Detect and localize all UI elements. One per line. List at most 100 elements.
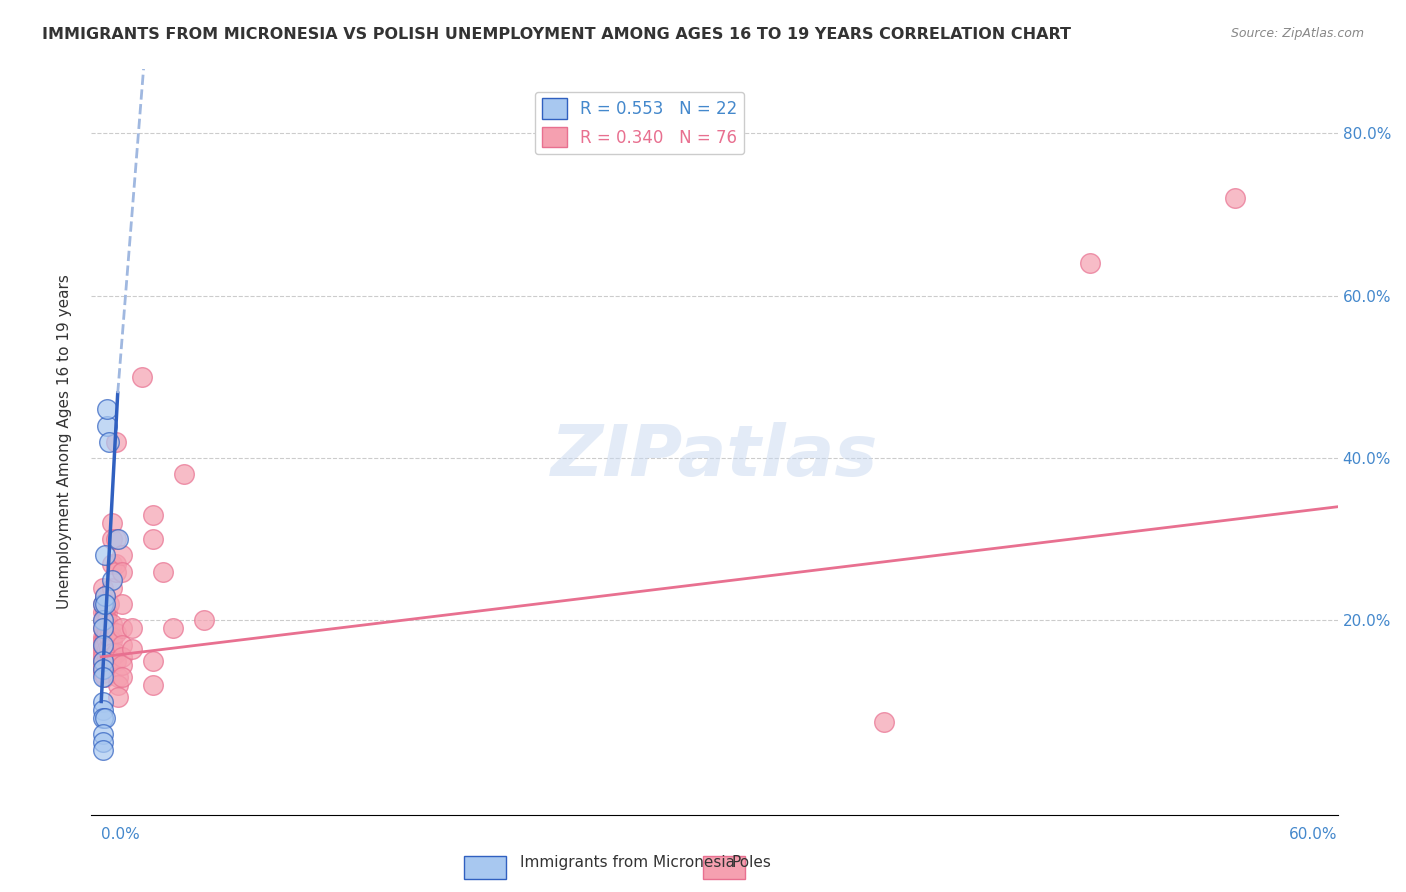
- Point: [98, 434, 121, 449]
- Point: [98, 597, 121, 611]
- Point: [91, 743, 114, 757]
- Point: [96, 605, 118, 619]
- Point: [104, 557, 127, 571]
- Point: [107, 532, 129, 546]
- Point: [100, 633, 122, 648]
- Legend: R = 0.553   N = 22, R = 0.340   N = 76: R = 0.553 N = 22, R = 0.340 N = 76: [536, 92, 744, 154]
- Point: [96, 622, 118, 636]
- Text: ZIPatlas: ZIPatlas: [551, 422, 877, 491]
- Point: [91, 646, 114, 660]
- Point: [104, 654, 127, 668]
- Point: [91, 581, 114, 595]
- Point: [91, 638, 114, 652]
- Point: [91, 597, 114, 611]
- Point: [142, 532, 165, 546]
- Point: [104, 532, 127, 546]
- Point: [98, 630, 121, 644]
- Text: IMMIGRANTS FROM MICRONESIA VS POLISH UNEMPLOYMENT AMONG AGES 16 TO 19 YEARS CORR: IMMIGRANTS FROM MICRONESIA VS POLISH UNE…: [42, 27, 1071, 42]
- Point: [107, 678, 129, 692]
- Text: Source: ZipAtlas.com: Source: ZipAtlas.com: [1230, 27, 1364, 40]
- Point: [91, 630, 114, 644]
- Point: [94, 670, 117, 684]
- Point: [111, 565, 134, 579]
- Point: [96, 641, 118, 656]
- Point: [121, 641, 143, 656]
- Point: [100, 649, 122, 664]
- Point: [91, 735, 114, 749]
- Point: [96, 649, 118, 664]
- Point: [91, 613, 114, 627]
- Point: [111, 670, 134, 684]
- Point: [94, 630, 117, 644]
- Point: [91, 613, 114, 627]
- Point: [142, 654, 165, 668]
- Point: [91, 694, 114, 708]
- Point: [96, 418, 118, 433]
- Point: [173, 467, 195, 482]
- Point: [94, 625, 117, 640]
- Point: [100, 532, 122, 546]
- Point: [111, 638, 134, 652]
- Point: [91, 641, 114, 656]
- Text: Poles: Poles: [731, 855, 770, 870]
- Point: [94, 711, 117, 725]
- Point: [98, 622, 121, 636]
- Point: [91, 658, 114, 673]
- Point: [1223, 191, 1246, 205]
- Point: [100, 630, 122, 644]
- Point: [131, 370, 153, 384]
- Point: [111, 658, 134, 673]
- Point: [91, 654, 114, 668]
- Text: 60.0%: 60.0%: [1289, 827, 1337, 842]
- Text: 0.0%: 0.0%: [101, 827, 141, 842]
- Point: [142, 678, 165, 692]
- Point: [96, 633, 118, 648]
- Point: [104, 625, 127, 640]
- Point: [100, 573, 122, 587]
- Point: [91, 622, 114, 636]
- Point: [104, 646, 127, 660]
- Point: [94, 605, 117, 619]
- Point: [121, 622, 143, 636]
- Point: [94, 597, 117, 611]
- Point: [111, 549, 134, 563]
- Point: [100, 646, 122, 660]
- Point: [96, 402, 118, 417]
- Point: [91, 711, 114, 725]
- Text: Immigrants from Micronesia: Immigrants from Micronesia: [520, 855, 735, 870]
- Point: [91, 654, 114, 668]
- Point: [104, 434, 127, 449]
- Point: [96, 613, 118, 627]
- Point: [98, 641, 121, 656]
- Point: [107, 670, 129, 684]
- Point: [91, 633, 114, 648]
- Y-axis label: Unemployment Among Ages 16 to 19 years: Unemployment Among Ages 16 to 19 years: [58, 275, 72, 609]
- Point: [91, 703, 114, 717]
- Point: [100, 617, 122, 632]
- Point: [142, 508, 165, 522]
- Point: [111, 649, 134, 664]
- Point: [96, 625, 118, 640]
- Point: [111, 622, 134, 636]
- Point: [94, 633, 117, 648]
- Point: [162, 622, 184, 636]
- Point: [91, 597, 114, 611]
- Point: [91, 662, 114, 676]
- Point: [873, 714, 896, 729]
- Point: [91, 605, 114, 619]
- Point: [91, 662, 114, 676]
- Point: [100, 581, 122, 595]
- Point: [100, 516, 122, 530]
- Point: [94, 597, 117, 611]
- Point: [91, 622, 114, 636]
- Point: [100, 557, 122, 571]
- Point: [94, 549, 117, 563]
- Point: [94, 638, 117, 652]
- Point: [104, 565, 127, 579]
- Point: [91, 666, 114, 681]
- Point: [1080, 256, 1102, 270]
- Point: [94, 589, 117, 603]
- Point: [111, 597, 134, 611]
- Point: [91, 727, 114, 741]
- Point: [94, 613, 117, 627]
